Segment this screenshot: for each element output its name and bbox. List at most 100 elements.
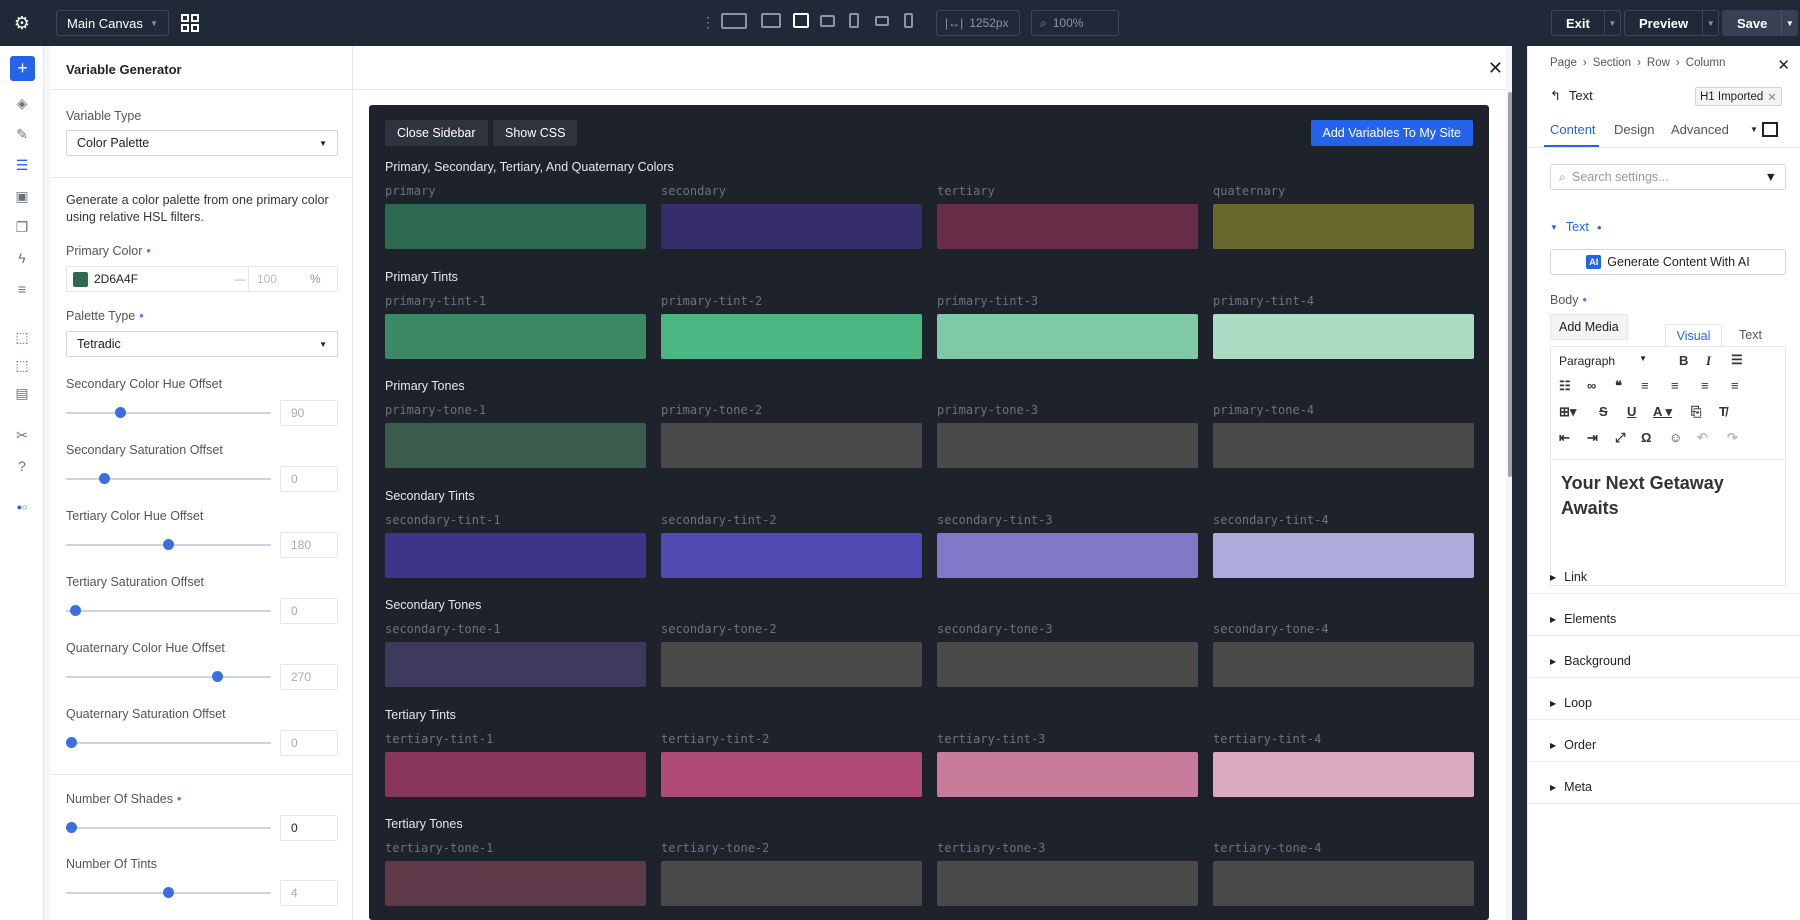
cursor-stack-icon[interactable]: ⬚ [15, 356, 29, 373]
format-select[interactable]: Paragraph ▼ [1559, 354, 1647, 368]
tints-slider-knob[interactable] [163, 887, 174, 898]
offset-slider[interactable] [66, 676, 271, 678]
settings-gear-icon[interactable]: ⚙ [13, 12, 31, 33]
add-media-button[interactable]: Add Media [1550, 314, 1628, 340]
toggle-icon[interactable]: ●○ [16, 502, 28, 512]
color-swatch[interactable] [937, 313, 1198, 359]
slider-value-input[interactable]: 0 [280, 598, 338, 624]
filter-icon[interactable]: ▼ [1764, 170, 1777, 184]
editor-content-heading[interactable]: Your Next Getaway Awaits [1561, 473, 1724, 518]
phone-landscape-icon[interactable] [875, 16, 889, 26]
slider-value-input[interactable]: 270 [280, 664, 338, 690]
blockquote-icon[interactable]: ❝ [1615, 378, 1622, 393]
tints-input[interactable]: 4 [280, 880, 338, 906]
color-swatch[interactable] [1213, 313, 1474, 359]
align-center-icon[interactable]: ≡ [1671, 378, 1679, 393]
zoom-field[interactable]: ⌕ 100% [1031, 10, 1119, 36]
color-swatch[interactable] [661, 532, 922, 578]
color-swatch[interactable] [1213, 642, 1474, 687]
color-swatch[interactable] [385, 204, 646, 249]
accordion-order[interactable]: ▶ Order [1550, 738, 1596, 752]
slider-knob[interactable] [66, 737, 77, 748]
grid-view-icon[interactable] [181, 14, 199, 32]
outdent-icon[interactable]: ⇤ [1559, 430, 1570, 445]
bullet-list-icon[interactable]: ☰ [1731, 352, 1743, 367]
italic-icon[interactable]: I [1706, 353, 1712, 368]
variables-database-icon[interactable]: ☰ [15, 156, 29, 173]
layout-settings-icon[interactable]: ▤ [15, 384, 29, 401]
breadcrumb-item[interactable]: Column [1685, 57, 1726, 69]
generate-ai-button[interactable]: AI Generate Content With AI [1550, 249, 1786, 275]
color-swatch[interactable] [1213, 751, 1474, 797]
tablet-portrait-icon[interactable] [849, 13, 859, 28]
primary-color-field[interactable]: 2D6A4F — 100 % [66, 266, 338, 292]
help-icon[interactable]: ? [18, 458, 26, 474]
save-caret-icon[interactable]: ▼ [1781, 11, 1797, 35]
color-swatch[interactable] [937, 861, 1198, 906]
theme-icon[interactable]: ▣ [15, 187, 29, 204]
slider-value-input[interactable]: 180 [280, 532, 338, 558]
settings-search-input[interactable]: ⌕ Search settings... ▼ [1550, 164, 1786, 190]
paste-icon[interactable]: ⎘ [1691, 404, 1702, 419]
breadcrumb-item[interactable]: Page [1550, 57, 1577, 69]
responsive-icon[interactable] [1762, 122, 1778, 137]
close-panel-icon[interactable]: ✕ [1777, 57, 1790, 74]
save-button[interactable]: Save ▼ [1722, 10, 1799, 36]
exit-button[interactable]: Exit ▼ [1551, 10, 1621, 36]
color-swatch[interactable] [937, 532, 1198, 578]
color-swatch[interactable] [385, 313, 646, 359]
color-swatch[interactable] [385, 642, 646, 687]
accordion-loop[interactable]: ▶ Loop [1550, 696, 1592, 710]
close-modal-icon[interactable]: ✕ [1487, 58, 1503, 78]
slider-knob[interactable] [98, 473, 110, 484]
preview-button[interactable]: Preview ▼ [1624, 10, 1720, 36]
color-swatch[interactable] [1213, 423, 1474, 468]
slider-knob[interactable] [114, 407, 126, 418]
strikethrough-icon[interactable]: S [1599, 404, 1608, 419]
variable-type-select[interactable]: Color Palette ▼ [66, 130, 338, 156]
align-right-icon[interactable]: ≡ [1701, 378, 1709, 393]
numbered-list-icon[interactable]: ☷ [1559, 378, 1571, 393]
color-swatch[interactable] [661, 861, 922, 906]
text-group-header[interactable]: ▼ Text ● [1550, 220, 1602, 234]
accordion-background[interactable]: ▶ Background [1550, 654, 1631, 668]
phone-portrait-icon[interactable] [904, 13, 913, 28]
text-color-icon[interactable]: A ▾ [1653, 404, 1673, 419]
desktop-icon[interactable] [761, 13, 781, 28]
undo-icon[interactable]: ↶ [1697, 430, 1708, 445]
breadcrumb-item[interactable]: Section [1592, 57, 1632, 69]
remove-preset-icon[interactable]: ✕ [1767, 91, 1777, 104]
color-swatch[interactable] [937, 204, 1198, 249]
tab-content[interactable]: Content [1550, 122, 1596, 137]
layers-icon[interactable]: ◈ [16, 94, 28, 111]
slider-value-input[interactable]: 90 [280, 400, 338, 426]
laptop-icon[interactable] [793, 13, 809, 28]
settings-sliders-icon[interactable]: ≡ [17, 281, 27, 297]
interactions-icon[interactable]: ϟ [18, 250, 26, 266]
color-swatch[interactable] [937, 423, 1198, 468]
desktop-wide-icon[interactable] [721, 13, 747, 29]
cursor-icon[interactable]: ⬚ [15, 328, 29, 345]
color-swatch[interactable] [385, 532, 646, 578]
canvas-width-field[interactable]: |↔| 1252px [936, 10, 1020, 36]
emoji-icon[interactable]: ☺ [1669, 430, 1683, 445]
offset-slider[interactable] [66, 610, 271, 612]
color-swatch[interactable] [661, 642, 922, 687]
primary-color-hex[interactable]: 2D6A4F [94, 272, 139, 286]
color-swatch[interactable] [1213, 204, 1474, 249]
color-swatch[interactable] [385, 751, 646, 797]
special-character-icon[interactable]: Ω [1641, 430, 1652, 445]
more-vertical-icon[interactable]: ⋮ [701, 14, 715, 30]
breadcrumb-item[interactable]: Row [1646, 57, 1670, 69]
slider-value-input[interactable]: 0 [280, 730, 338, 756]
color-swatch[interactable] [661, 204, 922, 249]
close-sidebar-button[interactable]: Close Sidebar [385, 120, 488, 146]
accordion-meta[interactable]: ▶ Meta [1550, 780, 1592, 794]
primary-color-swatch[interactable] [73, 271, 88, 287]
color-swatch[interactable] [1213, 532, 1474, 578]
pages-icon[interactable]: ❐ [15, 218, 29, 235]
tabs-more-icon[interactable]: ▼ [1750, 125, 1758, 134]
offset-slider[interactable] [66, 742, 271, 744]
color-swatch[interactable] [937, 751, 1198, 797]
link-icon[interactable]: ∞ [1587, 378, 1597, 393]
